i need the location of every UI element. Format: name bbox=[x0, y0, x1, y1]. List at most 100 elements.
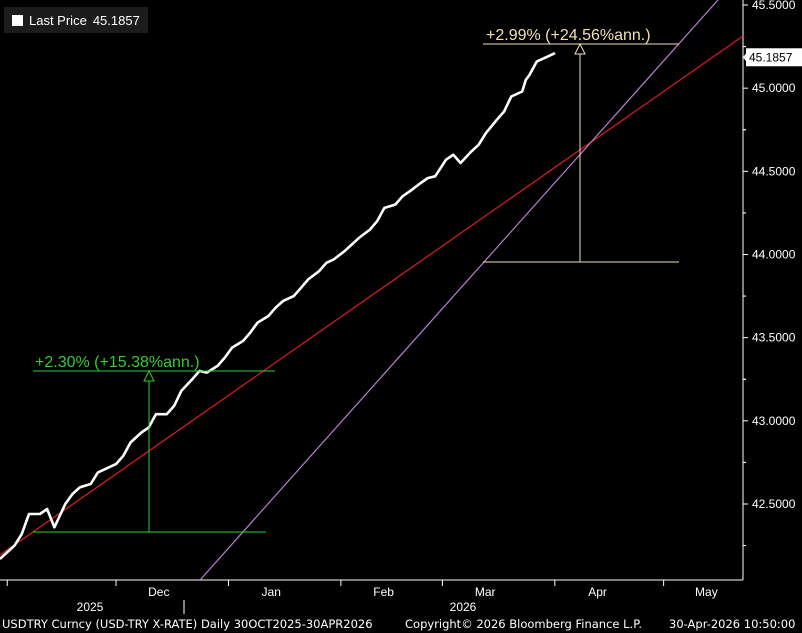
y-tick-label: 44.5000 bbox=[752, 164, 796, 178]
data-point bbox=[97, 471, 99, 473]
trend-line-red bbox=[0, 35, 743, 556]
data-point bbox=[39, 513, 41, 515]
data-point bbox=[231, 347, 233, 349]
data-point bbox=[256, 322, 259, 324]
data-point bbox=[554, 52, 556, 54]
legend-label: Last Price bbox=[29, 12, 87, 28]
x-month-label: Apr bbox=[588, 585, 607, 599]
data-point bbox=[333, 258, 335, 261]
data-point bbox=[401, 195, 404, 197]
footer-copyright: Copyright© 2026 Bloomberg Finance L.P. bbox=[405, 617, 642, 631]
data-point bbox=[206, 372, 208, 374]
chart-axes: 42.5000 43.0000 43.5000 44.0000 44.5000 45.00… bbox=[0, 0, 796, 614]
data-point bbox=[293, 295, 295, 297]
legend-value: 45.1857 bbox=[92, 12, 140, 28]
data-point bbox=[383, 207, 385, 209]
plot-area bbox=[0, 0, 743, 580]
data-point bbox=[510, 95, 512, 98]
data-point bbox=[445, 159, 447, 161]
data-point bbox=[496, 119, 498, 121]
trend-line-violet bbox=[199, 0, 719, 580]
data-point bbox=[64, 503, 66, 505]
data-point bbox=[485, 132, 487, 134]
data-point bbox=[470, 150, 472, 152]
x-month-label: Mar bbox=[475, 585, 496, 599]
x-month-label: Jan bbox=[262, 585, 281, 599]
last-price-tag-bg bbox=[746, 48, 802, 67]
data-point bbox=[394, 204, 396, 206]
y-tick-label: 45.0000 bbox=[752, 81, 796, 95]
data-point bbox=[166, 413, 168, 415]
last-price-tag-label: 45.1857 bbox=[749, 50, 793, 64]
data-point bbox=[459, 162, 462, 164]
data-point bbox=[525, 79, 527, 81]
data-point bbox=[122, 455, 124, 457]
data-point bbox=[376, 220, 378, 222]
data-point bbox=[104, 468, 106, 470]
data-point bbox=[434, 175, 436, 177]
data-point bbox=[369, 229, 371, 231]
data-point bbox=[282, 300, 284, 302]
last-price-tag-pointer bbox=[743, 52, 747, 63]
data-point bbox=[13, 545, 16, 547]
y-tick-label: 44.0000 bbox=[752, 248, 796, 262]
data-point bbox=[358, 237, 360, 239]
y-tick-label: 43.0000 bbox=[752, 414, 796, 428]
data-point bbox=[318, 270, 320, 272]
data-point bbox=[140, 431, 142, 434]
annotation-green-label: +2.30% (+15.38%ann.) bbox=[35, 354, 200, 371]
data-point bbox=[343, 250, 346, 252]
data-point bbox=[528, 74, 531, 76]
footer-timestamp: 30-Apr-2026 10:50:00 bbox=[669, 617, 796, 631]
data-point bbox=[409, 190, 411, 192]
x-month-label: Dec bbox=[148, 585, 169, 599]
data-point bbox=[536, 61, 538, 63]
x-month-label: Feb bbox=[373, 585, 394, 599]
data-point bbox=[249, 332, 251, 334]
data-point bbox=[28, 513, 30, 515]
annotation-green bbox=[33, 369, 275, 533]
data-point bbox=[180, 390, 182, 392]
annotation-cream-arrow bbox=[574, 42, 586, 55]
legend: Last Price 45.1857 bbox=[4, 7, 148, 33]
data-point bbox=[0, 558, 1, 560]
y-tick-label: 45.5000 bbox=[752, 0, 796, 12]
data-point bbox=[71, 493, 74, 495]
data-point bbox=[307, 278, 309, 280]
data-point bbox=[547, 56, 549, 58]
data-point bbox=[300, 287, 302, 289]
data-point bbox=[532, 67, 534, 69]
data-point bbox=[191, 378, 193, 380]
annotation-cream-label: +2.99% (+24.56%ann.) bbox=[486, 27, 651, 44]
data-point bbox=[478, 144, 480, 146]
data-point bbox=[129, 441, 132, 444]
data-point bbox=[224, 357, 226, 359]
legend-swatch-last-price bbox=[12, 14, 23, 26]
data-point bbox=[325, 262, 327, 264]
series-line-last-price bbox=[0, 52, 556, 560]
data-point bbox=[503, 110, 505, 113]
x-month-label: May bbox=[695, 585, 718, 599]
data-point bbox=[452, 154, 454, 156]
footer-security: USDTRY Curncy (USD-TRY X-RATE) Daily 30O… bbox=[2, 617, 373, 631]
data-point bbox=[53, 526, 56, 528]
y-tick-label: 42.5000 bbox=[752, 497, 796, 511]
y-tick-label: 43.5000 bbox=[752, 331, 796, 345]
data-point bbox=[420, 182, 422, 184]
data-point bbox=[267, 315, 269, 317]
data-point bbox=[217, 365, 219, 367]
last-price-tag: 45.1857 bbox=[743, 48, 802, 67]
x-year-label: 2025 bbox=[77, 600, 104, 614]
data-point bbox=[21, 533, 23, 535]
data-point bbox=[173, 405, 175, 407]
data-point bbox=[155, 413, 157, 415]
data-point bbox=[351, 243, 353, 246]
data-point bbox=[242, 340, 244, 342]
annotation-cream bbox=[483, 42, 679, 263]
annotation-green-arrow bbox=[143, 369, 155, 382]
x-year-label: 2026 bbox=[450, 600, 477, 614]
data-point bbox=[275, 307, 277, 309]
data-point bbox=[427, 177, 429, 179]
footer-bar: USDTRY Curncy (USD-TRY X-RATE) Daily 30O… bbox=[0, 616, 802, 633]
